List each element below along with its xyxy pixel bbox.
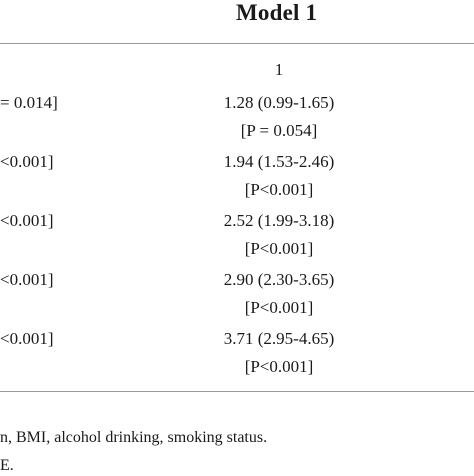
table-footnote-abbreviation: E. (0, 457, 14, 474)
row-1-left-p-value: = 0.014] (0, 93, 58, 112)
table-top-rule (0, 43, 474, 44)
table-bottom-rule (0, 391, 474, 392)
row-5-left-p-value: <0.001] (0, 329, 54, 348)
row-5-estimate: 3.71 (2.95-4.65) (223, 329, 335, 348)
row-4-p-value: [P<0.001] (244, 298, 314, 317)
model-1-level-label: 1 (274, 60, 284, 79)
row-4-left-p-value: <0.001] (0, 270, 54, 289)
row-3-left-p-value: <0.001] (0, 211, 54, 230)
row-5-p-value: [P<0.001] (244, 357, 314, 376)
row-1-p-value: [P = 0.054] (240, 121, 318, 140)
model-1-header: Model 1 (236, 0, 318, 25)
row-2-estimate: 1.94 (1.53-2.46) (223, 152, 335, 171)
table-footnote-adjustment: n, BMI, alcohol drinking, smoking status… (0, 429, 268, 446)
row-1-estimate: 1.28 (0.99-1.65) (223, 93, 335, 112)
row-3-estimate: 2.52 (1.99-3.18) (223, 211, 335, 230)
row-2-left-p-value: <0.001] (0, 152, 54, 171)
row-3-p-value: [P<0.001] (244, 239, 314, 258)
row-4-estimate: 2.90 (2.30-3.65) (223, 270, 335, 289)
row-2-p-value: [P<0.001] (244, 180, 314, 199)
